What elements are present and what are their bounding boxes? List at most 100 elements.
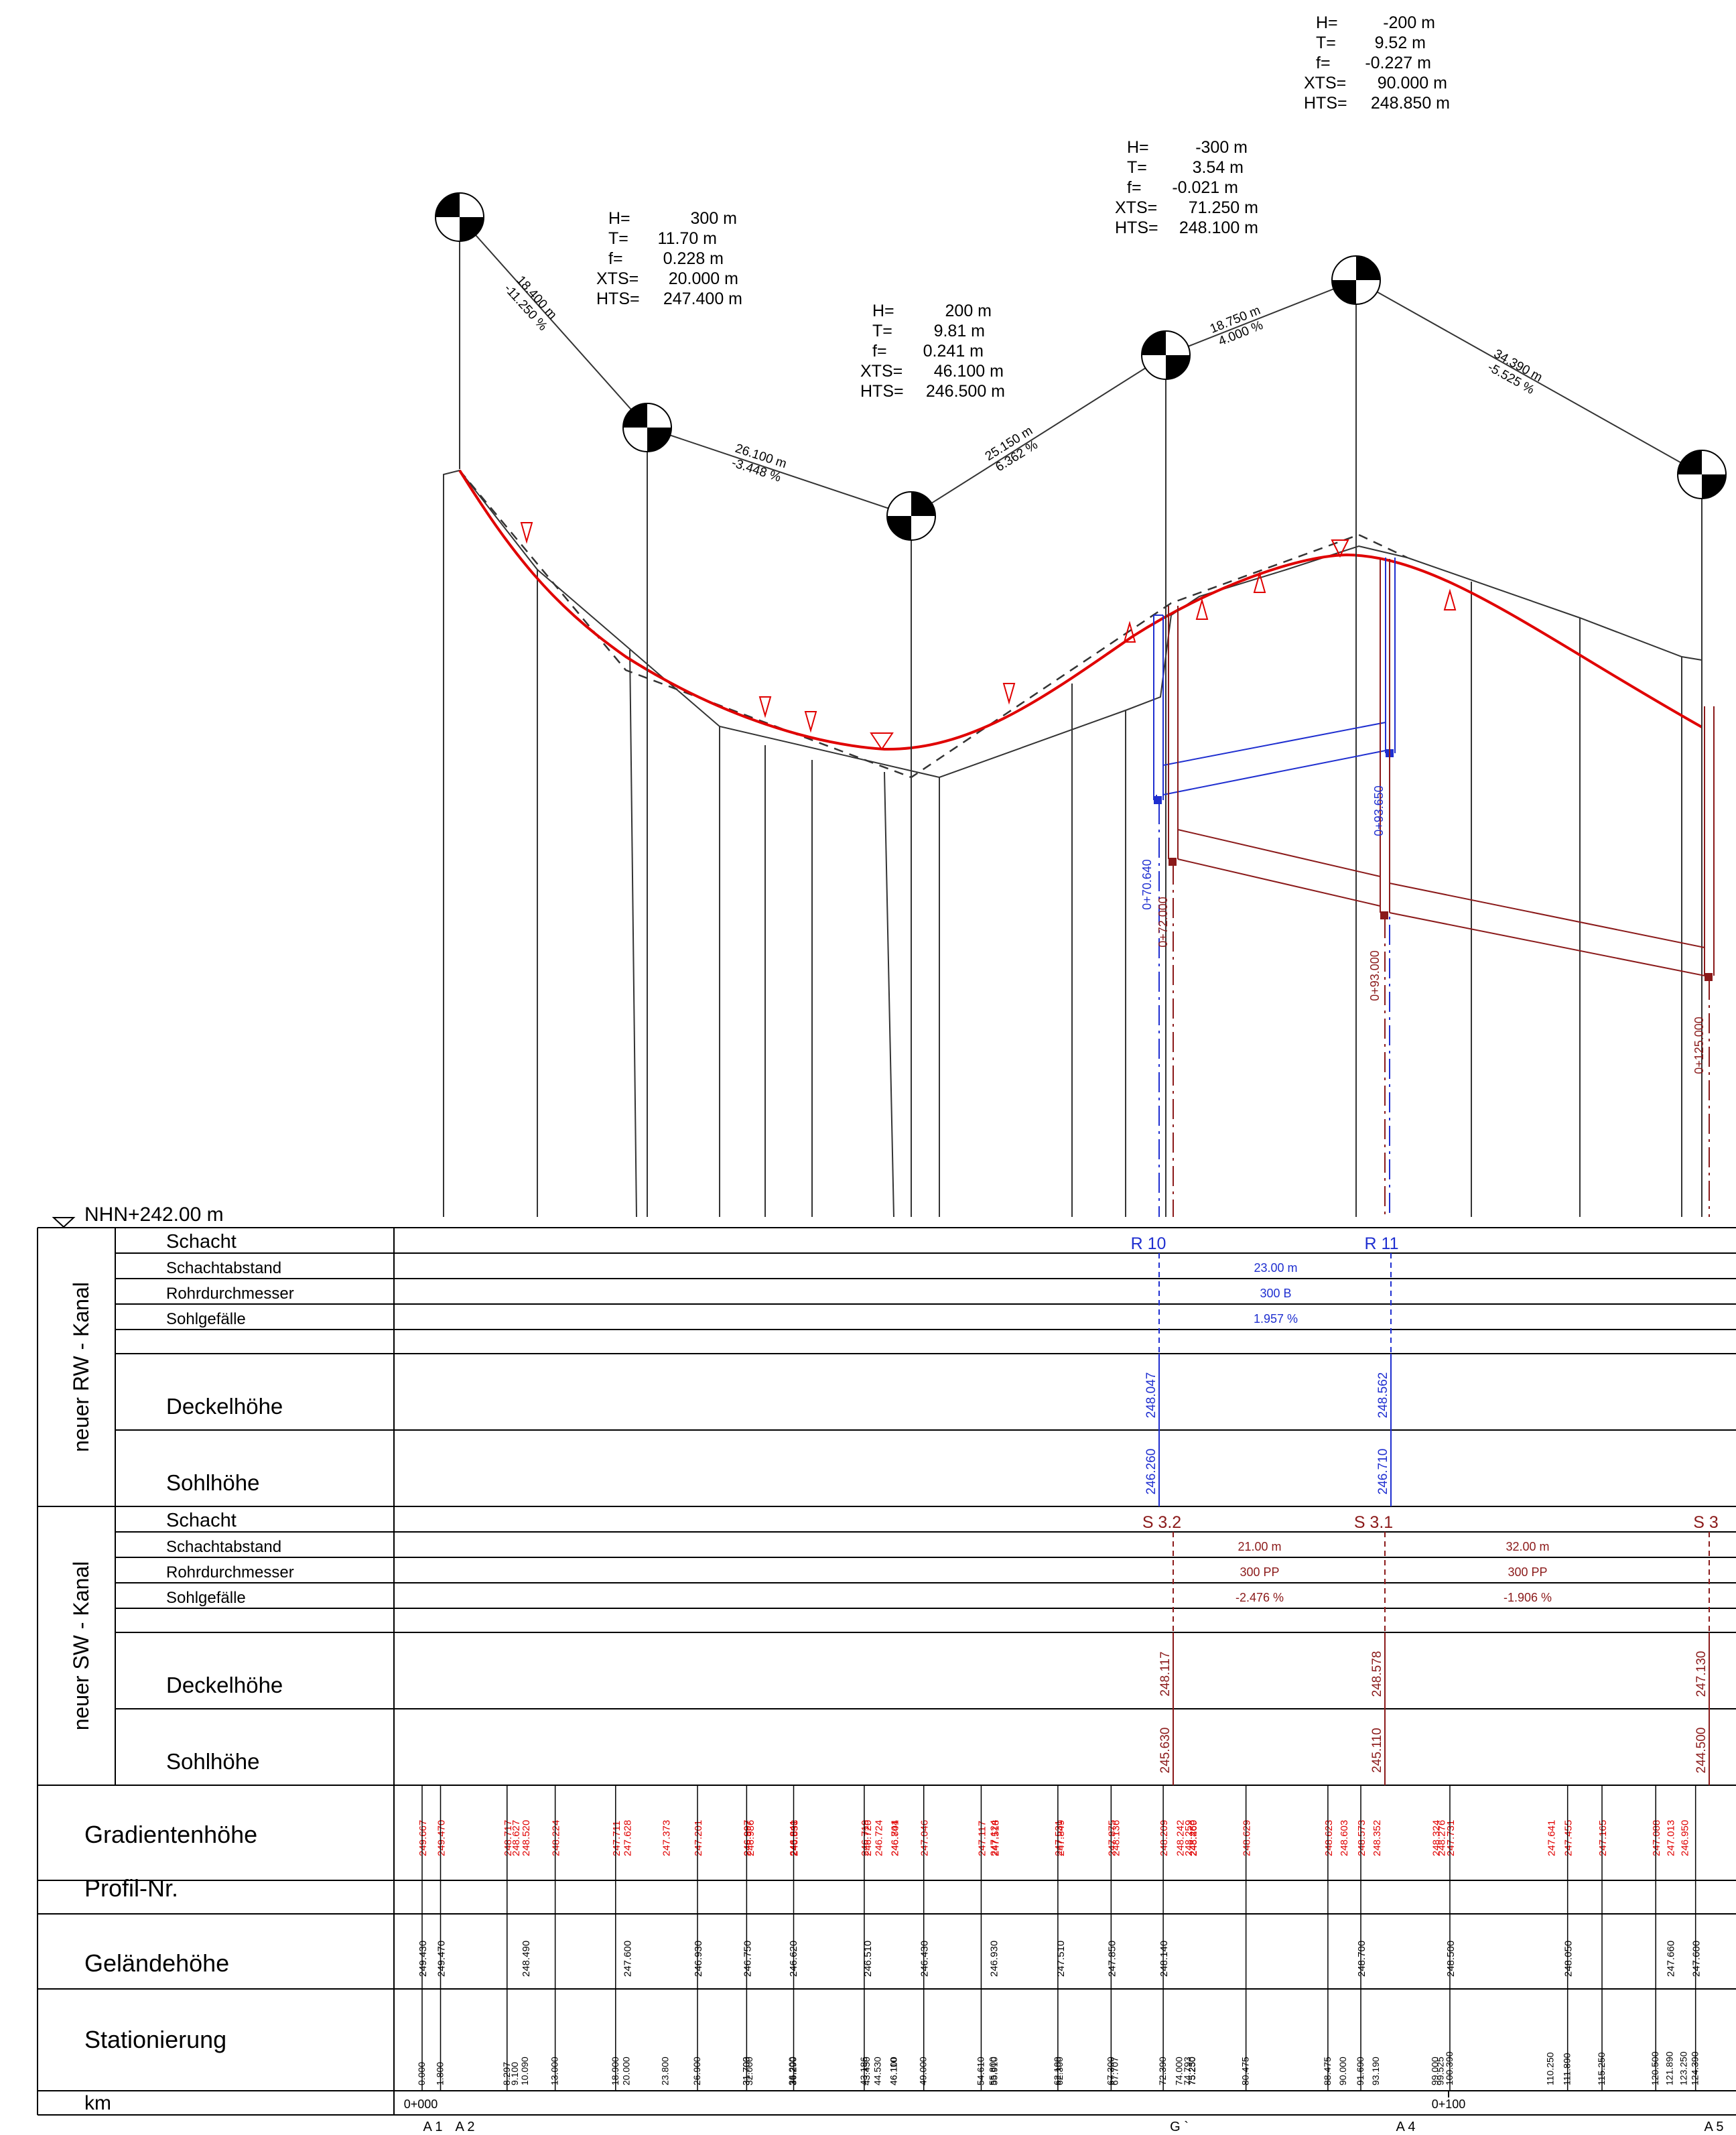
- station-value: 23.800: [660, 2057, 671, 2085]
- station-value: 93.190: [1370, 2057, 1381, 2085]
- curve-2-k4: HTS=: [860, 382, 904, 401]
- curve-3-k4: HTS=: [1115, 218, 1158, 237]
- station-value: 18.900: [610, 2057, 620, 2085]
- curve-2-k1: T=: [872, 322, 892, 340]
- curve-2-v2: 0.241 m: [923, 342, 984, 361]
- gradient-value: 248.623: [1323, 1820, 1335, 1856]
- curve-parameter-blocks: H= 300 m T= 11.70 m f= 0.228 m XTS= 20.0…: [596, 13, 1450, 401]
- gradient-marker: [870, 732, 894, 751]
- rw-segment-abstand: 23.00 m: [1254, 1261, 1297, 1275]
- curve-1-v0: 300 m: [691, 209, 737, 228]
- station-value: 1.800: [435, 2062, 446, 2085]
- curve-4-v0: -200 m: [1383, 13, 1435, 32]
- sw-segment-2-durchmesser: 300 PP: [1508, 1565, 1547, 1579]
- gradient-value: 248.627: [511, 1820, 522, 1856]
- gradient-value: 247.518: [990, 1820, 1001, 1856]
- station-value: 72.390: [1157, 2057, 1168, 2085]
- curve-3-v2: -0.021 m: [1172, 178, 1238, 197]
- datum-label: NHN+242.00 m: [84, 1204, 224, 1226]
- station-value: 62.300: [1054, 2057, 1065, 2085]
- gradient-value: 247.201: [693, 1820, 704, 1856]
- sw-manhole-2-deckel: 248.578: [1370, 1651, 1384, 1697]
- gradient-value: 246.986: [745, 1820, 756, 1856]
- curve-params-3: H= -300 m T= 3.54 m f= -0.021 m XTS= 71.…: [1115, 138, 1258, 237]
- station-value: 49.000: [918, 2057, 929, 2085]
- vertex-icon: [1141, 330, 1191, 380]
- sw-manhole-1-name: S 3.2: [1142, 1513, 1181, 1532]
- gradient-marker: [1331, 539, 1349, 558]
- station-value: 91.690: [1355, 2057, 1365, 2085]
- gradient-value: 247.013: [1665, 1820, 1676, 1856]
- gradient-value: 247.455: [1563, 1820, 1575, 1856]
- curve-2-v0: 200 m: [945, 302, 992, 320]
- rw-row-sohle: Sohlhöhe: [166, 1470, 259, 1495]
- tangent-labels: 18.400 m -11.250 % 26.100 m -3.448 % 25.…: [501, 273, 1544, 485]
- curve-2-k0: H=: [872, 302, 894, 320]
- rw-station-1: 0+70.640: [1140, 859, 1154, 910]
- station-value: 31.700: [740, 2057, 751, 2085]
- curve-1-v3: 20.000 m: [669, 269, 738, 288]
- gradient-marker: [758, 696, 772, 718]
- row-gradient-label: Gradientenhöhe: [84, 1821, 257, 1848]
- rw-station-2: 0+93.650: [1372, 785, 1386, 836]
- rw-manhole-2-sohle: 246.710: [1376, 1449, 1390, 1495]
- gradient-value: 247.711: [611, 1821, 622, 1856]
- gelaende-value: 247.600: [622, 1941, 634, 1977]
- curve-3-k2: f=: [1127, 178, 1142, 197]
- station-value: 54.610: [975, 2057, 986, 2085]
- gradient-value: 247.531: [1053, 1820, 1065, 1856]
- rw-segment-durchmesser: 300 B: [1260, 1287, 1291, 1300]
- sw-manhole-3-sohle: 244.500: [1694, 1728, 1709, 1774]
- marker-a1: A 1: [423, 2120, 443, 2134]
- datum: NHN+242.00 m: [52, 1204, 224, 1228]
- gelaende-value: 248.700: [1356, 1941, 1367, 1977]
- station-value: 99.000: [1430, 2057, 1441, 2085]
- sw-invert-marker: [1705, 973, 1713, 981]
- sw-row-durchmesser: Rohrdurchmesser: [166, 1563, 294, 1581]
- gradient-value: 249.470: [436, 1820, 448, 1856]
- pipe-station-labels: 0+70.640 0+93.650 0+72.000 0+93.000 0+12…: [1140, 785, 1706, 1074]
- gelaende-value: 246.930: [989, 1941, 1000, 1977]
- station-value: 10.090: [519, 2057, 530, 2085]
- station-value: 62.100: [1052, 2057, 1063, 2085]
- gradient-value: 246.724: [873, 1820, 884, 1856]
- gradient-value: 246.838: [789, 1820, 801, 1856]
- gradient-value: 246.719: [860, 1820, 871, 1856]
- station-value: 90.000: [1337, 2057, 1348, 2085]
- column-dividers: [421, 1785, 1696, 2091]
- marker-a2: A 2: [456, 2120, 475, 2134]
- km-label-2: 0+100: [1432, 2097, 1466, 2111]
- station-value: 55.800: [988, 2057, 998, 2085]
- gradient-value: 246.950: [1679, 1820, 1690, 1856]
- station-value: 88.475: [1322, 2057, 1333, 2085]
- gradient-value: 247.641: [1546, 1820, 1558, 1856]
- vertex-symbols: [435, 192, 1727, 541]
- curve-4-k4: HTS=: [1304, 94, 1347, 113]
- curve-params-4: H= -200 m T= 9.52 m f= -0.227 m XTS= 90.…: [1304, 13, 1450, 113]
- sw-segment-2-abstand: 32.00 m: [1506, 1540, 1549, 1553]
- sw-segment-1-gefaelle: -2.476 %: [1236, 1591, 1284, 1604]
- sw-manhole-3-deckel: 247.130: [1694, 1651, 1709, 1697]
- station-value: 9.100: [509, 2062, 520, 2085]
- curve-4-v2: -0.227 m: [1365, 54, 1431, 72]
- gradient-marker: [1253, 571, 1266, 593]
- bottom-rows: Gradientenhöhe Profil-Nr. Geländehöhe St…: [84, 1821, 1465, 2114]
- sw-manhole-2-name: S 3.1: [1354, 1513, 1393, 1532]
- gradient-value: 247.165: [1597, 1820, 1609, 1856]
- gradient-value: 248.224: [551, 1820, 562, 1856]
- sw-row-schacht: Schacht: [166, 1510, 237, 1531]
- curve-1-v2: 0.228 m: [663, 249, 724, 268]
- rw-row-durchmesser: Rohrdurchmesser: [166, 1285, 294, 1303]
- curve-4-k3: XTS=: [1304, 74, 1346, 92]
- curve-4-v4: 248.850 m: [1371, 94, 1450, 113]
- curve-2-k3: XTS=: [860, 362, 903, 381]
- gelaende-value: 247.660: [1665, 1941, 1676, 1977]
- station-value: 111.890: [1562, 2053, 1573, 2085]
- rw-row-deckel: Deckelhöhe: [166, 1394, 283, 1419]
- station-value: 43.186: [858, 2057, 869, 2085]
- station-value: 0.000: [416, 2062, 427, 2085]
- curve-1-k0: H=: [608, 209, 630, 228]
- sw-invert-marker: [1380, 911, 1388, 919]
- station-value: 32.000: [744, 2057, 754, 2085]
- gradient-value: 248.629: [1242, 1820, 1253, 1856]
